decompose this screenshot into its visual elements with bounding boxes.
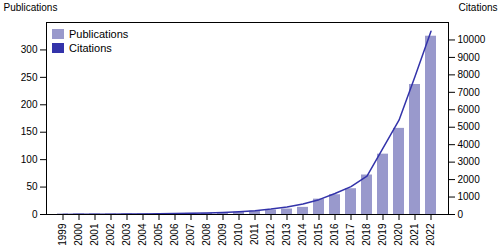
svg-text:300: 300 (21, 44, 38, 55)
svg-text:2003: 2003 (121, 223, 132, 246)
svg-text:2016: 2016 (329, 223, 340, 246)
svg-text:2000: 2000 (73, 223, 84, 246)
html-text:Publications: Publications (69, 28, 129, 40)
svg-text:50: 50 (26, 181, 38, 192)
svg-text:8000: 8000 (458, 69, 481, 80)
svg-text:9000: 9000 (458, 52, 481, 63)
svg-text:2018: 2018 (361, 223, 372, 246)
svg-text:1999: 1999 (57, 223, 68, 246)
svg-text:2011: 2011 (249, 223, 260, 245)
svg-text:2006: 2006 (169, 223, 180, 246)
svg-text:2007: 2007 (185, 223, 196, 246)
html-text:Citations: Citations (69, 42, 112, 54)
svg-text:2010: 2010 (233, 223, 244, 246)
svg-text:2022: 2022 (425, 223, 436, 246)
svg-text:2021: 2021 (409, 223, 420, 246)
svg-text:2017: 2017 (345, 223, 356, 246)
svg-text:250: 250 (21, 72, 38, 83)
svg-text:2009: 2009 (217, 223, 228, 246)
svg-text:2000: 2000 (458, 174, 481, 185)
svg-text:200: 200 (21, 99, 38, 110)
svg-text:0: 0 (458, 209, 464, 220)
svg-text:0: 0 (32, 209, 38, 220)
svg-text:2012: 2012 (265, 223, 276, 246)
svg-text:7000: 7000 (458, 87, 481, 98)
svg-text:3000: 3000 (458, 156, 481, 167)
svg-text:10000: 10000 (458, 34, 486, 45)
svg-text:2013: 2013 (281, 223, 292, 246)
svg-text:Publications: Publications (4, 2, 58, 13)
svg-text:2014: 2014 (297, 223, 308, 246)
svg-text:2020: 2020 (393, 223, 404, 246)
svg-text:2004: 2004 (137, 223, 148, 246)
svg-text:150: 150 (21, 126, 38, 137)
svg-text:2001: 2001 (89, 223, 100, 246)
svg-text:5000: 5000 (458, 121, 481, 132)
svg-text:2019: 2019 (377, 223, 388, 246)
svg-text:1000: 1000 (458, 191, 481, 202)
svg-text:6000: 6000 (458, 104, 481, 115)
svg-text:2002: 2002 (105, 223, 116, 246)
svg-text:100: 100 (21, 154, 38, 165)
svg-text:2008: 2008 (201, 223, 212, 246)
svg-text:2005: 2005 (153, 223, 164, 246)
svg-text:Citations: Citations (459, 2, 498, 13)
svg-text:2015: 2015 (313, 223, 324, 246)
svg-text:4000: 4000 (458, 139, 481, 150)
